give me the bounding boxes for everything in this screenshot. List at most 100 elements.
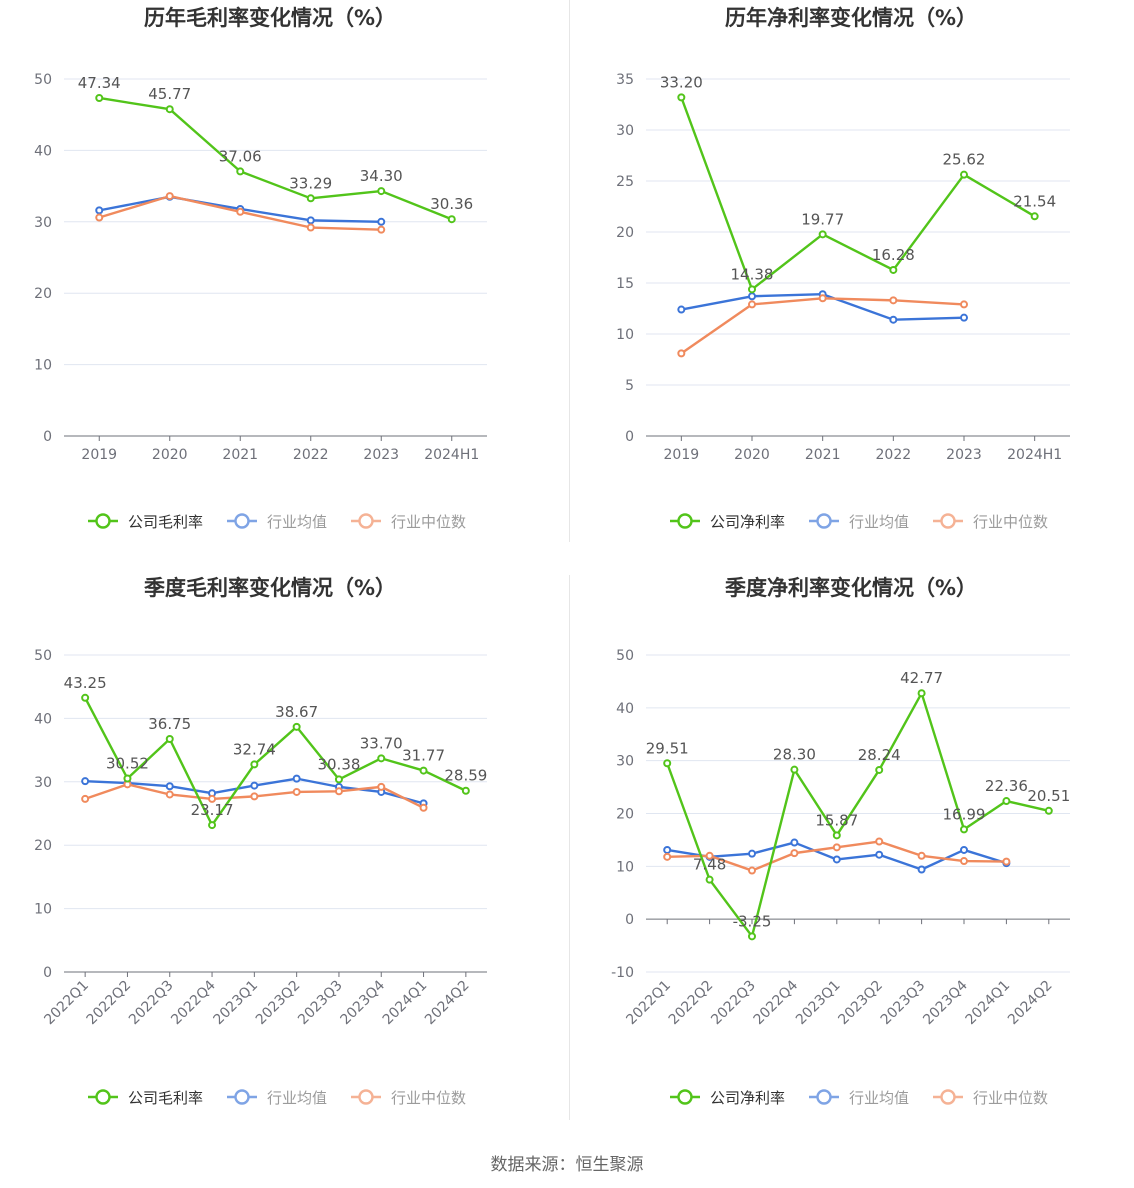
data-point-median [165, 192, 174, 201]
y-tick-label: 30 [616, 123, 634, 139]
legend-item-company: 公司毛利率 [88, 513, 203, 531]
data-point-company [165, 105, 174, 114]
divider-bottom [569, 575, 570, 1120]
x-tick-label: 2023Q3 [295, 978, 346, 1029]
y-tick-label: 10 [34, 358, 52, 374]
y-tick-label: 30 [34, 775, 52, 791]
data-point-median [818, 294, 827, 303]
series-line-median [680, 297, 965, 355]
y-tick-label: 20 [34, 286, 52, 302]
y-tick-label: 0 [625, 429, 634, 445]
x-tick-label: 2021 [805, 447, 841, 463]
legend-item-avg: 行业均值 [809, 1089, 909, 1107]
data-point-company [960, 825, 968, 834]
x-tick-label: 2022Q2 [84, 978, 135, 1029]
legend-marker [358, 1089, 374, 1105]
data-point-company [1030, 212, 1039, 221]
data-point-company [705, 875, 714, 884]
x-tick-label: 2020 [734, 447, 770, 463]
data-point-median [377, 782, 386, 791]
data-point-company [250, 760, 259, 769]
data-point-median [832, 843, 841, 852]
data-point-avg [832, 855, 841, 864]
y-tick-label: 0 [43, 965, 52, 981]
legend-label: 行业均值 [849, 1089, 909, 1107]
x-tick-label: 2024H1 [1007, 447, 1062, 463]
data-label: 45.77 [148, 85, 191, 103]
data-label: 7.48 [693, 856, 726, 874]
x-tick-label: 2022Q1 [41, 978, 92, 1029]
legend-label: 公司毛利率 [128, 513, 203, 531]
y-tick-label: -10 [611, 965, 634, 981]
data-point-avg [81, 777, 90, 786]
data-point-median [875, 837, 884, 846]
y-tick-label: 30 [34, 215, 52, 231]
legend-marker [95, 1089, 111, 1105]
data-point-median [419, 803, 428, 812]
data-point-avg [165, 782, 174, 791]
legend-item-median: 行业中位数 [933, 1089, 1048, 1107]
x-tick-label: 2024Q1 [963, 978, 1014, 1029]
legend-label: 公司净利率 [710, 513, 785, 531]
chart-title: 季度毛利率变化情况（%） [144, 576, 396, 600]
data-point-avg [292, 774, 301, 783]
y-tick-label: 10 [616, 327, 634, 343]
legend-marker [940, 513, 956, 529]
data-label: 47.34 [78, 74, 121, 92]
data-point-median [250, 792, 259, 801]
y-tick-label: 20 [616, 807, 634, 823]
data-point-median [377, 225, 386, 234]
data-point-company [748, 932, 756, 941]
data-label: 19.77 [801, 210, 844, 228]
data-label: 33.20 [660, 73, 703, 91]
y-tick-label: 35 [616, 72, 634, 88]
series-line-company [84, 697, 467, 827]
legend-marker [677, 513, 693, 529]
data-point-company [960, 170, 968, 179]
legend-marker [234, 1089, 250, 1105]
data-point-median [960, 300, 968, 309]
data-point-company [917, 689, 926, 698]
data-point-avg [306, 216, 315, 225]
data-label: 14.38 [731, 265, 774, 283]
data-point-company [875, 765, 884, 774]
data-label: 38.67 [275, 703, 318, 721]
legend-marker [816, 1089, 832, 1105]
data-label: 31.77 [402, 747, 445, 765]
data-point-median [663, 852, 672, 861]
data-point-company [334, 775, 343, 784]
legend-marker [816, 513, 832, 529]
data-point-avg [889, 315, 898, 324]
data-point-median [889, 296, 898, 305]
data-point-median [334, 787, 343, 796]
x-tick-label: 2022Q1 [623, 978, 674, 1029]
data-point-company [790, 765, 799, 774]
x-tick-label: 2024Q1 [380, 978, 431, 1029]
data-label: 28.59 [444, 767, 487, 785]
data-point-avg [377, 217, 386, 226]
chart-title: 历年毛利率变化情况（%） [144, 6, 396, 30]
data-label: 16.99 [943, 805, 986, 823]
chart-quarterly-net-margin: 季度净利率变化情况（%）-10010203040502022Q12022Q220… [611, 576, 1070, 1107]
data-point-median [677, 349, 686, 358]
x-tick-label: 2023Q4 [337, 977, 388, 1028]
x-tick-label: 2022Q2 [666, 978, 717, 1029]
data-point-company [95, 93, 104, 102]
chart-annual-net-margin: 历年净利率变化情况（%） 0 5 10 15 20 25 30 35 2019 2020 2021 20… [616, 6, 1070, 531]
x-tick-label: 2024H1 [424, 447, 479, 463]
legend-item-median: 行业中位数 [351, 1089, 466, 1107]
x-tick-label: 2023Q2 [253, 978, 304, 1029]
y-tick-label: 40 [34, 711, 52, 727]
legend-item-avg: 行业均值 [809, 513, 909, 531]
data-point-median [790, 849, 799, 858]
chart-title: 季度净利率变化情况（%） [725, 576, 977, 600]
divider-top [569, 0, 570, 542]
legend-label: 行业中位数 [391, 513, 466, 531]
y-tick-label: 10 [616, 859, 634, 875]
data-point-median [292, 787, 301, 796]
data-point-company [677, 93, 686, 102]
y-tick-label: 30 [616, 754, 634, 770]
x-tick-label: 2023Q2 [835, 978, 886, 1029]
legend-label: 行业均值 [267, 513, 327, 531]
data-point-avg [663, 845, 672, 854]
